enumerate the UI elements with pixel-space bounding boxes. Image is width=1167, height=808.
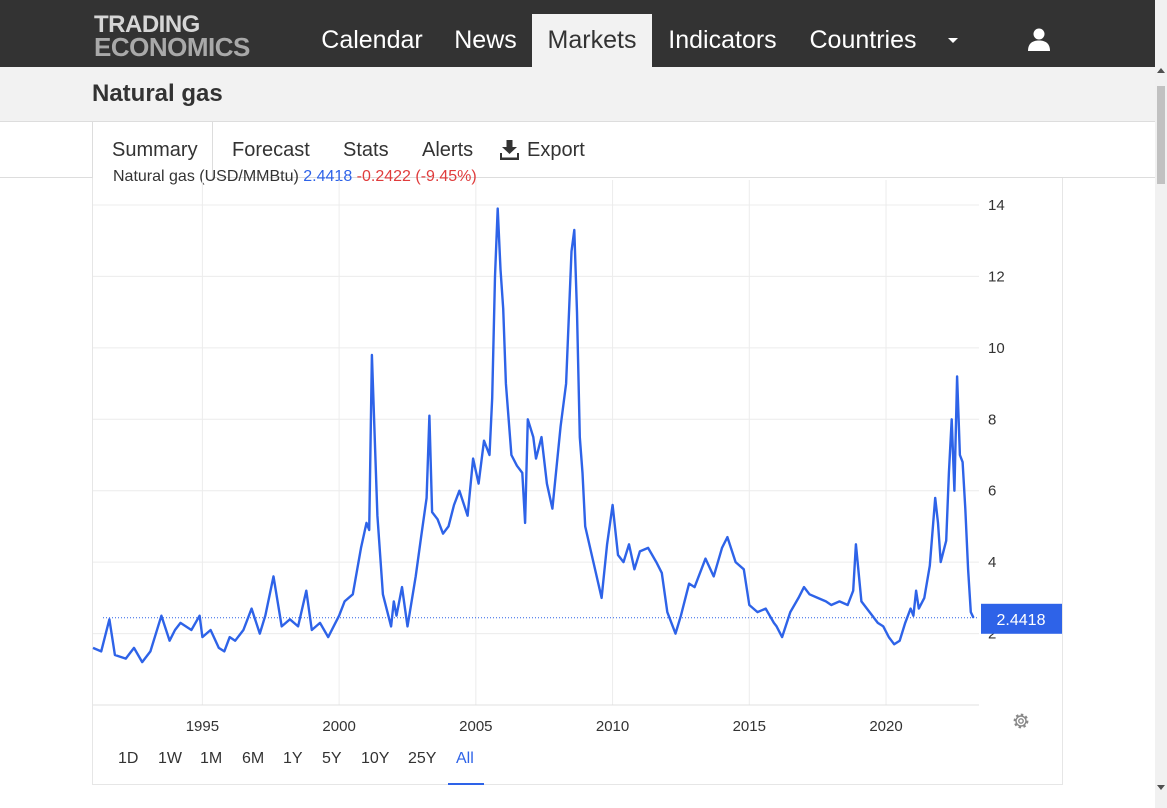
- range-1d[interactable]: 1D: [118, 750, 139, 767]
- nav-news[interactable]: News: [454, 26, 517, 54]
- nav-markets[interactable]: Markets: [532, 14, 652, 67]
- nav-indicators[interactable]: Indicators: [668, 26, 777, 54]
- legend-series-name: Natural gas (USD/MMBtu): [113, 168, 299, 185]
- scroll-down-arrow-icon[interactable]: [1157, 785, 1165, 790]
- tab-alerts[interactable]: Alerts: [422, 138, 474, 161]
- export-label: Export: [527, 138, 585, 161]
- caret-down-icon[interactable]: [948, 38, 958, 43]
- range-active-underline: [448, 783, 484, 785]
- range-all[interactable]: All: [456, 750, 474, 767]
- tab-stats[interactable]: Stats: [343, 138, 389, 161]
- legend-change: -0.2422 (-9.45%): [356, 168, 477, 185]
- download-icon: [500, 140, 519, 160]
- range-6m[interactable]: 6M: [242, 750, 265, 767]
- page-title: Natural gas: [92, 80, 223, 107]
- nav-calendar[interactable]: Calendar: [321, 26, 423, 54]
- trading-economics-logo[interactable]: TRADING ECONOMICS: [94, 11, 250, 62]
- tab-summary[interactable]: Summary: [92, 122, 213, 179]
- tab-export[interactable]: Export: [500, 122, 585, 178]
- page-header: [0, 67, 1155, 122]
- chart-legend: Natural gas (USD/MMBtu) 2.4418 -0.2422 (…: [113, 168, 477, 186]
- range-1m[interactable]: 1M: [200, 750, 223, 767]
- tab-forecast[interactable]: Forecast: [232, 138, 310, 161]
- logo-line-1: TRADING: [94, 11, 200, 38]
- range-1y[interactable]: 1Y: [283, 750, 303, 767]
- legend-value: 2.4418: [303, 168, 353, 185]
- scrollbar-thumb[interactable]: [1157, 86, 1165, 184]
- scrollbar[interactable]: [1155, 0, 1167, 808]
- user-icon[interactable]: [1027, 27, 1051, 51]
- chart-container: [92, 178, 1063, 785]
- range-1w[interactable]: 1W: [158, 750, 182, 767]
- nav-countries[interactable]: Countries: [809, 26, 917, 54]
- logo-line-2: ECONOMICS: [94, 32, 250, 62]
- range-25y[interactable]: 25Y: [408, 750, 437, 767]
- scroll-up-arrow-icon[interactable]: [1157, 68, 1165, 73]
- range-10y[interactable]: 10Y: [361, 750, 390, 767]
- gear-icon[interactable]: [1011, 711, 1031, 731]
- range-5y[interactable]: 5Y: [322, 750, 342, 767]
